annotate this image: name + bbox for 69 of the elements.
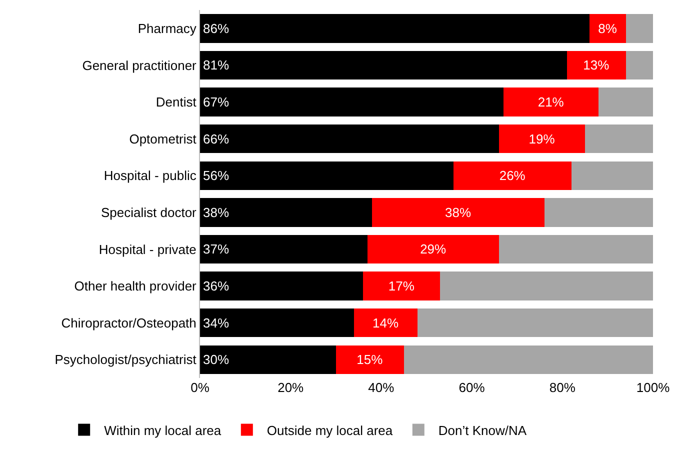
data-label: 13% (583, 58, 610, 73)
bar (200, 161, 454, 190)
data-label: 36% (203, 278, 230, 294)
bar (417, 308, 653, 338)
bar (404, 345, 653, 374)
x-tick-label: 100% (636, 380, 670, 395)
bar (200, 50, 567, 80)
data-label: 37% (203, 242, 230, 257)
legend-label: Within my local area (104, 422, 222, 438)
bar (626, 50, 653, 80)
data-label: 26% (499, 168, 526, 184)
y-tick-label: Psychologist/psychiatrist (54, 352, 197, 368)
bar (504, 88, 599, 116)
bar (363, 272, 440, 300)
y-tick-label: Pharmacy (138, 20, 197, 36)
data-label: 38% (444, 204, 472, 220)
bar (200, 198, 372, 227)
y-tick-label: Hospital - private (98, 242, 196, 257)
bar (200, 345, 336, 374)
y-tick-label: Optometrist (129, 131, 197, 146)
data-label: 38% (203, 204, 230, 220)
bar (498, 234, 653, 264)
y-tick-label: Dentist (156, 94, 197, 110)
bar (368, 234, 499, 264)
x-tick-label: 20% (278, 380, 304, 395)
x-tick-label: 0% (190, 380, 210, 395)
y-tick-label: Other health provider (74, 278, 198, 294)
bar (336, 345, 404, 374)
data-label: 17% (388, 278, 415, 294)
bar (372, 198, 544, 227)
x-tick-label: 60% (458, 380, 486, 395)
bar (598, 88, 653, 116)
data-label: 86% (203, 20, 230, 36)
y-tick-label: Chiropractor/Osteopath (61, 315, 196, 330)
data-label: 15% (356, 352, 384, 368)
data-label: 21% (538, 94, 564, 110)
bar (585, 124, 653, 154)
bar (440, 272, 653, 300)
bar (200, 88, 504, 116)
data-label: 19% (528, 131, 556, 146)
y-tick-label: Hospital - public (104, 168, 197, 184)
legend-label: Outside my local area (266, 422, 394, 438)
data-label: 81% (203, 58, 230, 73)
data-label: 34% (203, 315, 230, 330)
data-label: 66% (203, 131, 230, 146)
legend-label: Don’t Know/NA (438, 422, 527, 438)
bar (354, 308, 418, 338)
bar (566, 50, 626, 80)
data-label: 67% (203, 94, 230, 110)
data-label: 14% (372, 315, 399, 330)
data-label: 30% (203, 352, 230, 368)
x-tick-label: 80% (549, 380, 576, 395)
bar (590, 14, 626, 43)
y-tick-label: General practitioner (82, 58, 198, 73)
data-label: 29% (420, 242, 447, 257)
bar (544, 198, 653, 227)
x-tick-label: 40% (368, 380, 395, 395)
bar (454, 161, 572, 190)
bar (498, 124, 586, 154)
data-label: 8% (598, 20, 618, 36)
bar (200, 234, 368, 264)
y-tick-label: Specialist doctor (101, 204, 198, 220)
bar (200, 14, 590, 43)
data-label: 56% (203, 168, 230, 184)
bar (571, 161, 653, 190)
bar (626, 14, 653, 43)
bar (200, 272, 364, 300)
bar (200, 124, 499, 154)
bar (200, 308, 354, 338)
